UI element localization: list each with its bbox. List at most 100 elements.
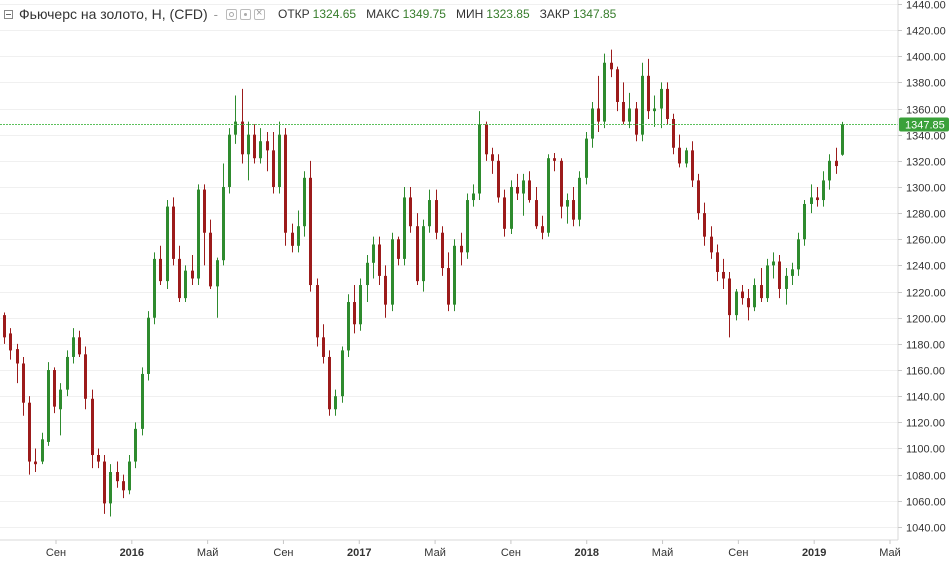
candle-body	[478, 124, 481, 194]
candle-body	[572, 200, 575, 220]
candle-body	[472, 193, 475, 201]
candle-body	[378, 244, 381, 276]
candle	[716, 244, 719, 282]
candle-body	[741, 291, 744, 299]
candle	[47, 362, 50, 446]
candle-body	[491, 154, 494, 161]
candle	[234, 95, 237, 144]
candle	[353, 285, 356, 334]
collapse-legend-icon[interactable]	[4, 9, 13, 19]
candle-body	[785, 275, 788, 289]
candle-body	[72, 337, 75, 357]
candle	[409, 186, 412, 233]
candle-body	[278, 134, 281, 187]
candle	[247, 121, 250, 181]
candle	[347, 294, 350, 357]
price-tick-label: 1240.00	[906, 261, 946, 273]
candle-body	[9, 333, 12, 351]
candle-body	[134, 428, 137, 462]
candle	[760, 268, 763, 303]
price-tick-label: 1220.00	[906, 288, 946, 300]
candle	[797, 232, 800, 276]
candle	[785, 268, 788, 305]
candle-body	[203, 189, 206, 233]
candle	[3, 312, 6, 344]
price-axis[interactable]: 1040.00 1060.00 1080.00 1100.00 1120.00 1140.…	[898, 0, 946, 535]
price-tick-label: 1420.00	[906, 26, 946, 38]
candle-body	[353, 302, 356, 325]
time-tick-label: Май	[879, 547, 901, 559]
candle-body	[103, 461, 106, 504]
candle	[816, 186, 819, 207]
candle-body	[109, 472, 112, 504]
candle-body	[816, 197, 819, 201]
candle	[284, 128, 287, 246]
price-tick-label: 1280.00	[906, 209, 946, 221]
candle-body	[641, 75, 644, 135]
candle	[685, 147, 688, 168]
close-icon[interactable]	[254, 7, 265, 20]
gear-icon[interactable]	[240, 8, 251, 20]
candle	[510, 180, 513, 235]
candle	[166, 200, 169, 289]
price-tick-label: 1380.00	[906, 78, 946, 90]
time-tick-label: 2018	[574, 547, 598, 559]
candle	[516, 173, 519, 201]
candle	[447, 252, 450, 312]
candle-body	[259, 141, 262, 159]
candle-body	[166, 206, 169, 282]
candle	[241, 88, 244, 164]
candle-body	[560, 160, 563, 207]
candle	[453, 239, 456, 312]
candle	[678, 134, 681, 168]
last-price-badge-label: 1347.85	[905, 120, 945, 132]
candle-body	[347, 302, 350, 351]
candle-body	[334, 396, 337, 410]
candle	[316, 278, 319, 347]
candle-body	[303, 177, 306, 227]
candle	[791, 262, 794, 286]
candle	[478, 111, 481, 201]
candle-body	[828, 160, 831, 181]
candle	[835, 147, 838, 174]
candle-body	[522, 180, 525, 194]
candle-body	[616, 69, 619, 102]
candle	[191, 254, 194, 286]
candle-body	[622, 101, 625, 122]
candle	[41, 432, 44, 465]
price-tick-label: 1300.00	[906, 183, 946, 195]
candle-body	[766, 265, 769, 299]
candle-body	[647, 75, 650, 112]
candle	[34, 448, 37, 473]
candle	[272, 132, 275, 194]
time-tick-label: 2017	[347, 547, 371, 559]
candle	[366, 254, 369, 303]
time-tick-label: Сен	[728, 547, 748, 559]
candle-body	[22, 363, 25, 403]
candle	[472, 184, 475, 207]
candle-body	[516, 186, 519, 194]
candle	[541, 215, 544, 240]
candle-body	[128, 461, 131, 491]
candle	[528, 171, 531, 203]
candle	[553, 152, 556, 172]
candle-body	[191, 270, 194, 279]
candle	[560, 158, 563, 219]
candle-body	[528, 180, 531, 201]
price-tick-label: 1120.00	[906, 418, 945, 430]
candle-body	[41, 439, 44, 462]
symbol-title[interactable]: Фьючерс на золото, Н, (CFD)	[19, 6, 208, 22]
candles	[3, 49, 844, 517]
candle	[384, 265, 387, 318]
candle	[666, 82, 669, 125]
time-axis[interactable]: Сен 2016 Май Сен 2017 Май Сен 2018 Май Сен 2019 Май	[46, 540, 901, 559]
time-tick-label: Сен	[273, 547, 293, 559]
price-tick-label: 1320.00	[906, 157, 946, 169]
candle	[597, 75, 600, 133]
candle	[78, 330, 81, 357]
candle	[378, 236, 381, 286]
eye-icon[interactable]	[226, 8, 237, 20]
candle	[278, 121, 281, 194]
candle	[53, 367, 56, 414]
